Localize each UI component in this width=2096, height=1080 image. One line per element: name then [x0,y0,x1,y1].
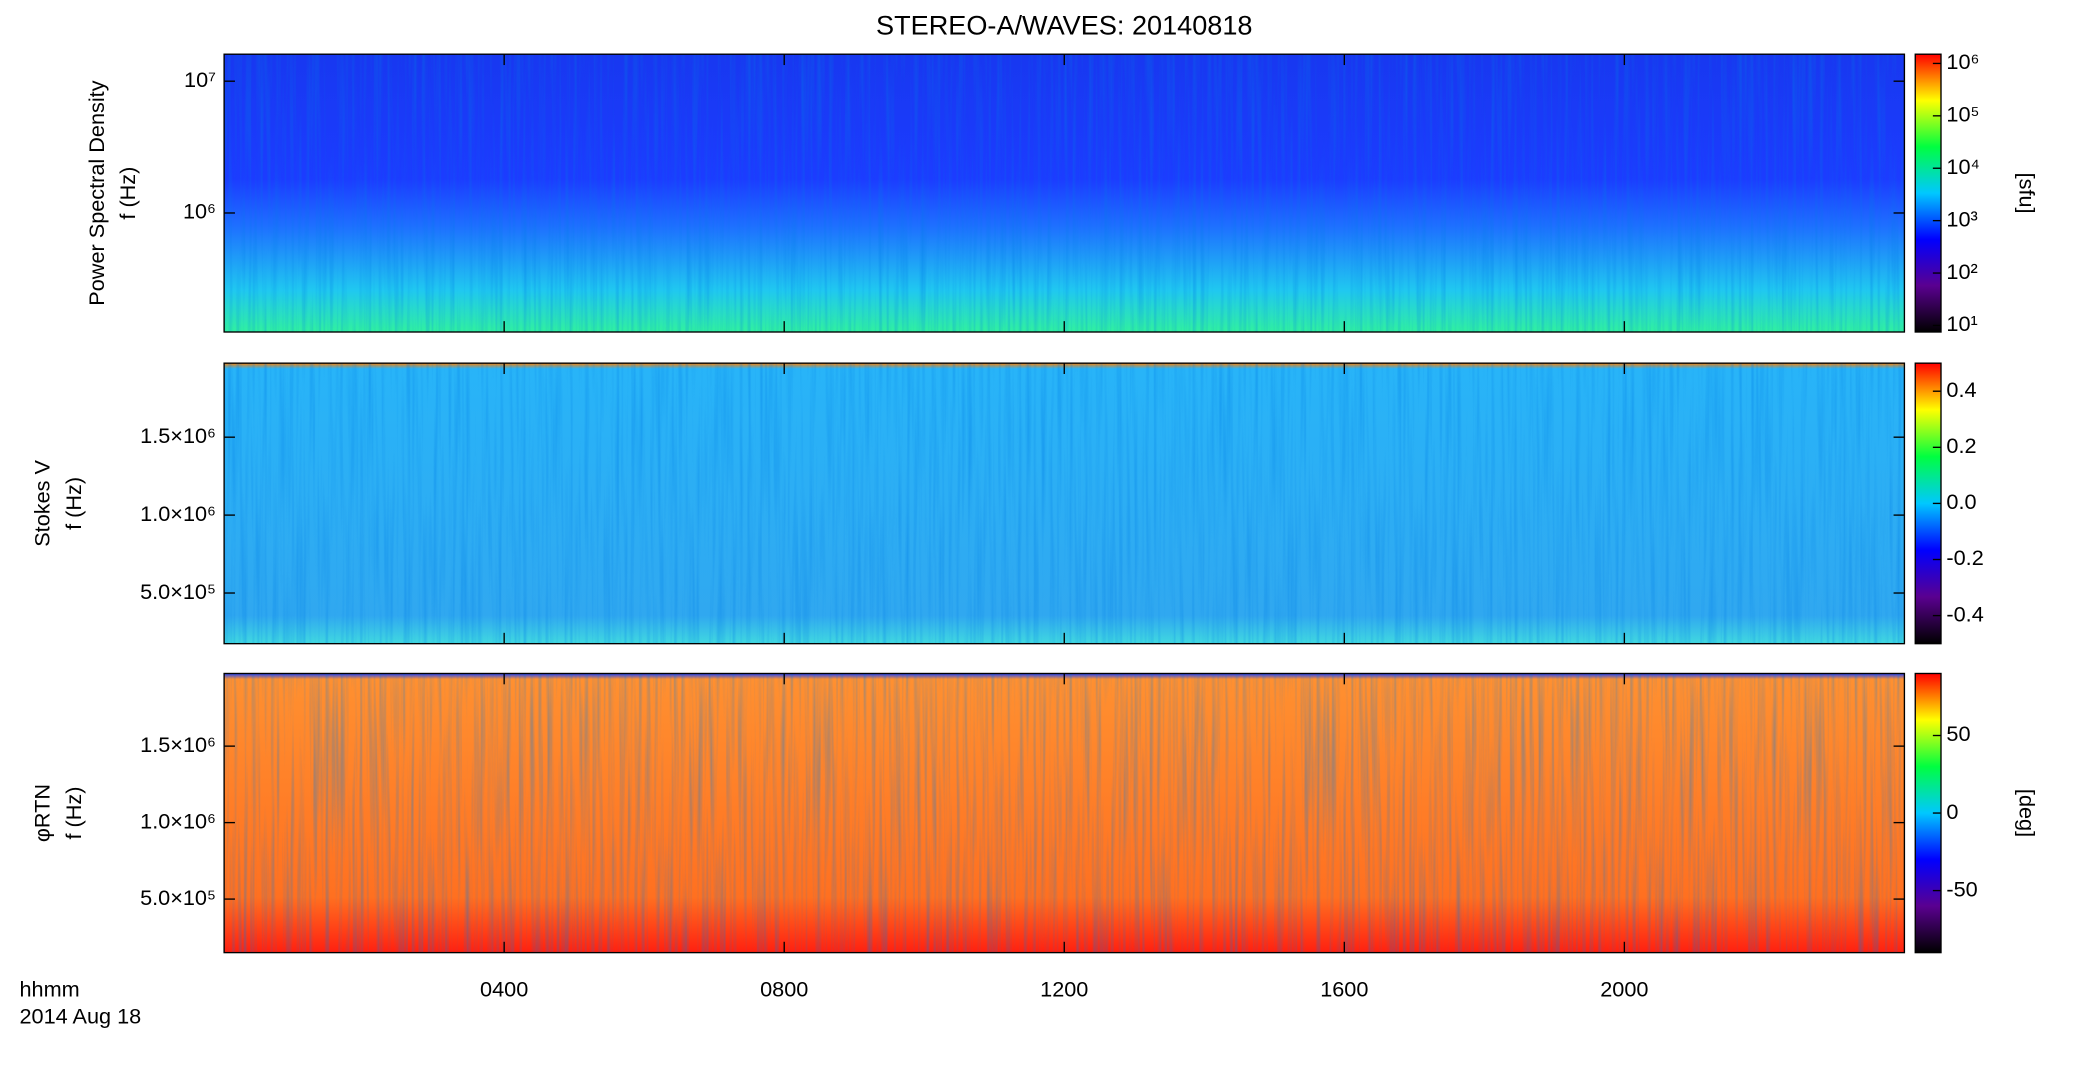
spectrogram-texture [224,363,1905,644]
colorbar-tick-label: -50 [1946,876,1977,901]
y-tick-label: 1.0×10⁶ [140,501,216,526]
date-label: 2014 Aug 18 [19,1003,141,1028]
colorbar-frame [1914,53,1942,333]
y-tick-label: 10⁷ [184,67,216,92]
colorbar-label: [sfu] [2014,173,2039,214]
colorbar-tick-label: 0.4 [1946,377,1976,402]
x-tick-label: 1600 [1320,976,1368,1001]
x-tick-label: 0400 [480,976,528,1001]
x-tick-label: 1200 [1040,976,1088,1001]
colorbar-tick-label: 0 [1946,799,1958,824]
colorbar-tick-label: -0.2 [1946,545,1983,570]
y-axis-label: Stokes V [30,460,55,547]
x-axis-label: hhmm [19,976,79,1001]
colorbar-label: [deg] [2014,789,2039,837]
y-tick-label: 1.5×10⁶ [140,423,216,448]
colorbar-tick-label: 10⁴ [1946,154,1979,179]
y-tick-label: 1.5×10⁶ [140,732,216,757]
y-axis-label: f (Hz) [61,477,86,530]
y-tick-label: 5.0×10⁵ [140,579,216,604]
colorbar-tick-label: 10⁶ [1946,49,1979,74]
spectrogram-texture [224,673,1905,953]
y-tick-label: 1.0×10⁶ [140,808,216,833]
colorbar-tick-label: -0.4 [1946,601,1983,626]
colorbar-tick-label: 10¹ [1946,311,1977,336]
x-tick-label: 0800 [760,976,808,1001]
x-tick-label: 2000 [1600,976,1648,1001]
colorbar [1915,54,1941,332]
y-axis-label: Power Spectral Density [84,80,109,305]
colorbar-tick-label: 0.2 [1946,433,1976,458]
colorbar-tick-label: 10² [1946,259,1977,284]
colorbar-tick-label: 10⁵ [1946,102,1979,127]
y-axis-label: f (Hz) [115,167,140,220]
colorbar-tick-label: 0.0 [1946,489,1976,514]
chart-title: STEREO-A/WAVES: 20140818 [876,9,1252,40]
y-axis-label: φRTN [30,784,55,842]
y-tick-label: 10⁶ [183,199,216,224]
colorbar-tick-label: 50 [1946,721,1970,746]
colorbar-tick-label: 10³ [1946,206,1977,231]
y-tick-label: 5.0×10⁵ [140,885,216,910]
y-axis-label: f (Hz) [61,787,86,840]
spectrogram-texture [224,54,1905,332]
